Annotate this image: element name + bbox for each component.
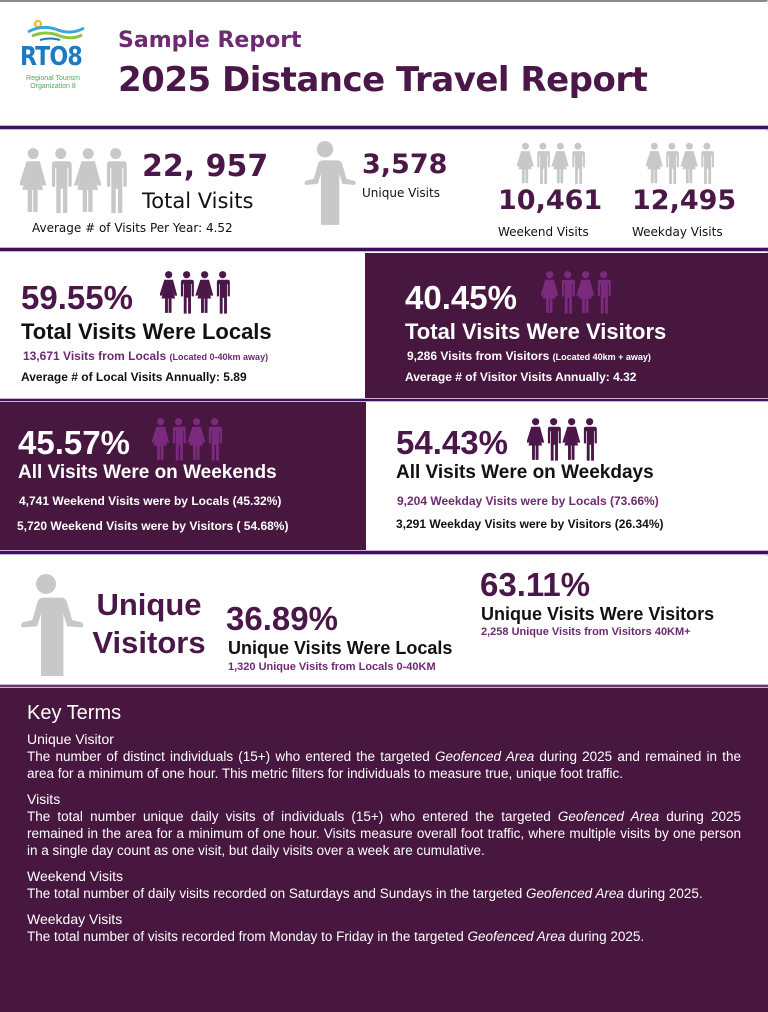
locals-pct: 59.55% bbox=[21, 279, 133, 316]
people-group-icon bbox=[517, 139, 587, 187]
term-name: Weekend Visits bbox=[27, 868, 123, 884]
unique-title-line1: Unique bbox=[96, 587, 202, 622]
weekends-pct: 45.57% bbox=[18, 424, 130, 461]
weekend-visits-value: 10,461 bbox=[498, 185, 603, 216]
visitors-detail-count: 9,286 Visits from Visitors bbox=[407, 349, 550, 363]
term-description: The number of distinct individuals (15+)… bbox=[27, 749, 741, 781]
visitors-detail: 9,286 Visits from Visitors (Located 40km… bbox=[407, 349, 651, 363]
weekdays-panel: 54.43% All Visits Were on Weekdays 9,204… bbox=[366, 402, 768, 552]
visitors-average: Average # of Visitor Visits Annually: 4.… bbox=[405, 370, 637, 384]
avg-visits-per-year: Average # of Visits Per Year: 4.52 bbox=[32, 221, 233, 235]
locals-average: Average # of Local Visits Annually: 5.89 bbox=[21, 370, 247, 384]
term-name: Visits bbox=[27, 791, 61, 807]
locals-detail: 13,671 Visits from Locals (Located 0-40k… bbox=[23, 349, 268, 363]
unique-title-line2: Visitors bbox=[92, 625, 206, 660]
logo-subtitle: Regional Tourism Organization 8 bbox=[14, 75, 92, 91]
locals-detail-count: 13,671 Visits from Locals bbox=[23, 349, 167, 363]
unique-visitors-pct: 63.11% bbox=[480, 566, 591, 603]
visitors-detail-note: (Located 40km + away) bbox=[552, 352, 651, 362]
visitors-headline: Total Visits Were Visitors bbox=[405, 319, 667, 344]
divider bbox=[0, 125, 768, 130]
unique-visitors-detail: 2,258 Unique Visits from Visitors 40KM+ bbox=[481, 626, 691, 638]
unique-visitors-headline: Unique Visits Were Visitors bbox=[481, 604, 715, 624]
divider bbox=[0, 247, 768, 252]
people-group-icon bbox=[527, 416, 599, 462]
divider bbox=[0, 398, 768, 402]
weekday-visits-value: 12,495 bbox=[632, 185, 737, 216]
locals-panel: 59.55% Total Visits Were Locals 13,671 V… bbox=[0, 253, 365, 398]
unique-locals-headline: Unique Visits Were Locals bbox=[228, 638, 453, 658]
locals-detail-note: (Located 0-40km away) bbox=[169, 352, 269, 362]
logo-text: RTO8 bbox=[20, 42, 83, 72]
report-subtitle: Sample Report bbox=[118, 28, 302, 53]
rto8-logo: RTO8 Regional Tourism Organization 8 bbox=[14, 20, 94, 96]
weekends-panel: 45.57% All Visits Were on Weekends 4,741… bbox=[0, 402, 366, 552]
people-group-icon bbox=[152, 416, 224, 462]
unique-visits-value: 3,578 bbox=[362, 149, 448, 180]
people-group-icon bbox=[646, 139, 716, 187]
key-terms-section: Key Terms Unique Visitor The number of d… bbox=[0, 688, 768, 1012]
visitors-pct: 40.45% bbox=[405, 279, 517, 316]
key-terms-title: Key Terms bbox=[27, 702, 122, 724]
logo-subtitle-line1: Regional Tourism bbox=[26, 75, 80, 82]
people-group-icon bbox=[160, 269, 232, 315]
term-visits: Visits The total number unique daily vis… bbox=[27, 791, 741, 859]
summary-stats: 22, 957 Total Visits Average # of Visits… bbox=[0, 131, 768, 247]
weekdays-pct: 54.43% bbox=[396, 424, 508, 461]
term-weekend-visits: Weekend Visits The total number of daily… bbox=[27, 868, 741, 902]
weekdays-headline: All Visits Were on Weekdays bbox=[396, 462, 654, 483]
total-visits-value: 22, 957 bbox=[142, 149, 269, 184]
divider bbox=[0, 550, 768, 555]
weekends-locals-line: 4,741 Weekend Visits were by Locals (45.… bbox=[19, 494, 282, 508]
weekend-visits-label: Weekend Visits bbox=[498, 225, 589, 239]
term-description: The total number of daily visits recorde… bbox=[27, 886, 703, 901]
person-icon bbox=[290, 141, 360, 233]
locals-headline: Total Visits Were Locals bbox=[21, 319, 272, 344]
weekends-visitors-line: 5,720 Weekend Visits were by Visitors ( … bbox=[17, 519, 289, 533]
unique-locals-detail: 1,320 Unique Visits from Locals 0-40KM bbox=[228, 661, 436, 673]
unique-visitors-title: Unique Visitors bbox=[90, 586, 208, 662]
report-header: RTO8 Regional Tourism Organization 8 Sam… bbox=[0, 2, 768, 126]
term-description: The total number of visits recorded from… bbox=[27, 929, 645, 944]
total-visits-label: Total Visits bbox=[142, 189, 254, 213]
term-name: Weekday Visits bbox=[27, 911, 123, 927]
weekday-visits-label: Weekday Visits bbox=[632, 225, 723, 239]
weekdays-locals-line: 9,204 Weekday Visits were by Locals (73.… bbox=[397, 494, 659, 508]
unique-visits-label: Unique Visits bbox=[362, 186, 440, 200]
report-title: 2025 Distance Travel Report bbox=[118, 60, 648, 100]
divider bbox=[0, 684, 768, 688]
people-group-icon bbox=[20, 143, 130, 217]
logo-subtitle-line2: Organization 8 bbox=[30, 83, 76, 90]
unique-visitors-panel: Unique Visitors 36.89% Unique Visits Wer… bbox=[0, 556, 768, 686]
term-description: The total number unique daily visits of … bbox=[27, 809, 741, 858]
term-name: Unique Visitor bbox=[27, 731, 114, 747]
weekends-headline: All Visits Were on Weekends bbox=[18, 462, 277, 483]
unique-locals-pct: 36.89% bbox=[226, 600, 338, 637]
term-weekday-visits: Weekday Visits The total number of visit… bbox=[27, 911, 741, 945]
visitors-panel: 40.45% Total Visits Were Visitors 9,286 … bbox=[365, 253, 768, 398]
wave-logo-icon bbox=[27, 20, 85, 41]
weekdays-visitors-line: 3,291 Weekday Visits were by Visitors (2… bbox=[396, 517, 664, 531]
people-group-icon bbox=[541, 269, 613, 315]
term-unique-visitor: Unique Visitor The number of distinct in… bbox=[27, 731, 741, 782]
person-icon bbox=[6, 574, 86, 686]
